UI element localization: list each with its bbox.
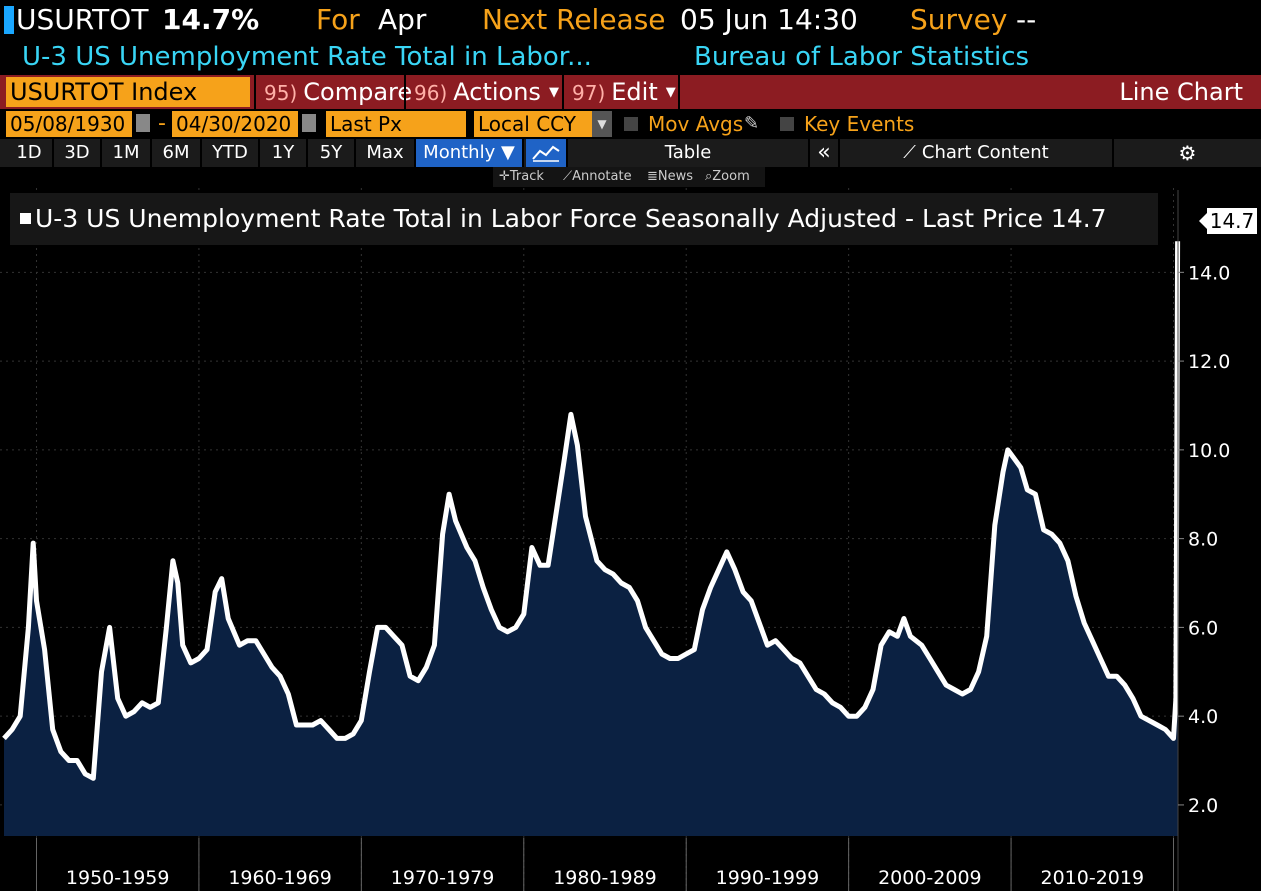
compare-button[interactable]: 95) Compare [254, 75, 412, 109]
survey-label: Survey [910, 3, 1008, 36]
pencil-icon[interactable]: ✎ [744, 113, 760, 134]
date-separator: - [158, 111, 166, 136]
last-value-marker: 14.7 [1199, 208, 1257, 234]
chart-legend[interactable]: U-3 US Unemployment Rate Total in Labor … [10, 193, 1158, 245]
ticker-symbol: USURTOT [16, 3, 149, 36]
caret-down-icon: ▼ [548, 85, 559, 100]
y-tick-label: 6.0 [1188, 617, 1218, 639]
period-1d[interactable]: 1D [6, 139, 54, 167]
compare-label: Compare [303, 78, 413, 106]
next-release-value: 05 Jun 14:30 [680, 3, 858, 36]
chevron-down-icon[interactable]: ▼ [592, 111, 612, 137]
annotate-tool[interactable]: ⟋ Annotate [563, 167, 632, 187]
legend-text: U-3 US Unemployment Rate Total in Labor … [35, 204, 1107, 233]
gear-icon[interactable]: ⚙ [1178, 141, 1197, 165]
last-value: 14.7% [162, 3, 260, 36]
x-tick-label: 1980-1989 [553, 867, 657, 889]
command-bar: USURTOT Index 95) Compare 96) Actions ▼ 97)… [0, 75, 1261, 109]
command-cursor [4, 6, 14, 34]
for-value: Apr [378, 3, 427, 36]
y-tick-label: 14.0 [1188, 262, 1230, 284]
zoom-label: Zoom [712, 169, 750, 184]
edit-label: Edit [611, 78, 658, 106]
y-tick-label: 8.0 [1188, 529, 1218, 551]
x-axis-ticks: 1950-1959 1960-1969 1970-1979 1980-1989 1990… [35, 838, 1175, 891]
annotate-label: Annotate [572, 169, 632, 184]
start-date-field[interactable]: 05/08/1930 [6, 111, 132, 137]
data-source: Bureau of Labor Statistics [694, 42, 1030, 72]
news-label: News [657, 169, 694, 184]
compare-number: 95) [264, 81, 298, 105]
chart-content-label: Chart Content [921, 142, 1049, 163]
track-tool[interactable]: ✛ Track [499, 167, 544, 187]
x-tick-label: 1950-1959 [66, 867, 170, 889]
security-header: USURTOT 14.7% For Apr Next Release 05 Ju… [0, 0, 1261, 40]
collapse-icon[interactable]: « [810, 139, 840, 167]
key-events-checkbox[interactable] [780, 117, 794, 131]
period-5y[interactable]: 5Y [308, 139, 356, 167]
key-events-label[interactable]: Key Events [804, 112, 915, 136]
actions-label: Actions [453, 78, 541, 106]
y-tick-label: 2.0 [1188, 795, 1218, 817]
period-bar: 1D 3D 1M 6M YTD 1Y 5Y Max Monthly ▼ Tabl… [0, 139, 1261, 167]
x-tick-label: 2010-2019 [1040, 867, 1144, 889]
for-label: For [316, 3, 360, 36]
security-field[interactable]: USURTOT Index [6, 77, 250, 107]
line-chart-icon[interactable] [526, 139, 568, 167]
price-field-select[interactable]: Last Px [326, 111, 466, 137]
y-tick-label: 4.0 [1188, 706, 1218, 728]
edit-number: 97) [572, 81, 606, 105]
period-1y[interactable]: 1Y [260, 139, 308, 167]
survey-value: -- [1016, 3, 1037, 36]
track-label: Track [509, 169, 544, 184]
actions-button[interactable]: 96) Actions ▼ [404, 75, 562, 109]
table-button[interactable]: Table [568, 139, 810, 167]
chart-type-label[interactable]: Line Chart [678, 75, 1261, 109]
series-line [2, 241, 1181, 781]
news-tool[interactable]: ≣ News [647, 167, 693, 187]
mov-avgs-checkbox[interactable] [624, 117, 638, 131]
table-label: Table [664, 142, 712, 163]
period-ytd[interactable]: YTD [202, 139, 260, 167]
chart-parameters: 05/08/1930 - 04/30/2020 Last Px Local CC… [0, 110, 1261, 138]
security-description-line: U-3 US Unemployment Rate Total in Labor.… [0, 40, 1261, 74]
caret-down-icon: ▼ [665, 85, 676, 100]
chart-tools: ✛ Track ⟋ Annotate ≣ News ⌕ Zoom [493, 167, 765, 187]
mov-avgs-label[interactable]: Mov Avgs [648, 112, 744, 136]
y-axis-ticks: 2.0 4.0 6.0 8.0 10.0 12.0 14.0 [1178, 262, 1230, 817]
end-date-field[interactable]: 04/30/2020 [172, 111, 298, 137]
calendar-icon[interactable] [302, 114, 316, 132]
y-tick-label: 12.0 [1188, 351, 1230, 373]
period-3d[interactable]: 3D [54, 139, 102, 167]
currency-select[interactable]: Local CCY [474, 111, 592, 137]
period-max[interactable]: Max [356, 139, 416, 167]
x-tick-label: 2000-2009 [878, 867, 982, 889]
frequency-select[interactable]: Monthly ▼ [416, 139, 524, 167]
x-tick-label: 1960-1969 [228, 867, 332, 889]
y-tick-label: 10.0 [1188, 440, 1230, 462]
edit-button[interactable]: 97) Edit ▼ [562, 75, 678, 109]
legend-swatch [20, 212, 31, 224]
security-description: U-3 US Unemployment Rate Total in Labor.… [22, 42, 592, 72]
period-6m[interactable]: 6M [152, 139, 202, 167]
chart-content-icon: ⟋ [903, 142, 916, 163]
period-1m[interactable]: 1M [102, 139, 152, 167]
zoom-tool[interactable]: ⌕ Zoom [705, 167, 750, 187]
next-release-label: Next Release [482, 3, 666, 36]
chart-content-button[interactable]: ⟋ Chart Content [840, 139, 1114, 167]
actions-number: 96) [414, 81, 448, 105]
x-tick-label: 1970-1979 [391, 867, 495, 889]
calendar-icon[interactable] [136, 114, 150, 132]
x-tick-label: 1990-1999 [716, 867, 820, 889]
